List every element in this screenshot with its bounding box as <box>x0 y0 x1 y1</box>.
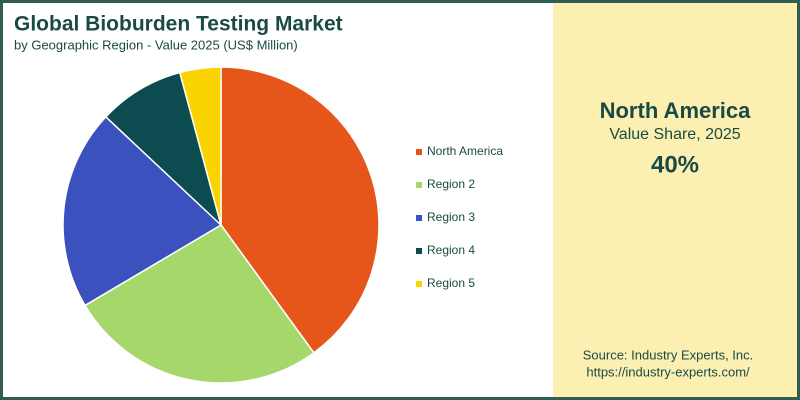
source: Source: Industry Experts, Inc. <box>583 347 754 362</box>
panel-region: North America <box>600 98 752 123</box>
side-panel <box>553 0 800 400</box>
chart-title: Global Bioburden Testing Market <box>14 13 343 36</box>
legend-label: Region 5 <box>427 276 475 290</box>
legend-swatch <box>416 248 422 254</box>
legend-label: Region 3 <box>427 210 475 224</box>
legend-swatch <box>416 281 422 287</box>
chart-subtitle: by Geographic Region - Value 2025 (US$ M… <box>14 37 298 52</box>
legend-label: North America <box>427 144 503 158</box>
panel-metric: Value Share, 2025 <box>609 126 740 143</box>
pie-slice <box>62 115 223 307</box>
legend-swatch <box>416 149 422 155</box>
panel-value: 40% <box>651 151 699 178</box>
pie-slice <box>104 71 223 228</box>
legend-swatch <box>416 215 422 221</box>
pie-slice <box>178 66 222 226</box>
source-url: https://industry-experts.com/ <box>586 364 750 379</box>
legend-label: Region 4 <box>427 243 475 257</box>
pie-slice <box>83 224 315 384</box>
pie-slice <box>220 66 380 354</box>
legend-swatch <box>416 182 422 188</box>
legend-label: Region 2 <box>427 177 475 191</box>
